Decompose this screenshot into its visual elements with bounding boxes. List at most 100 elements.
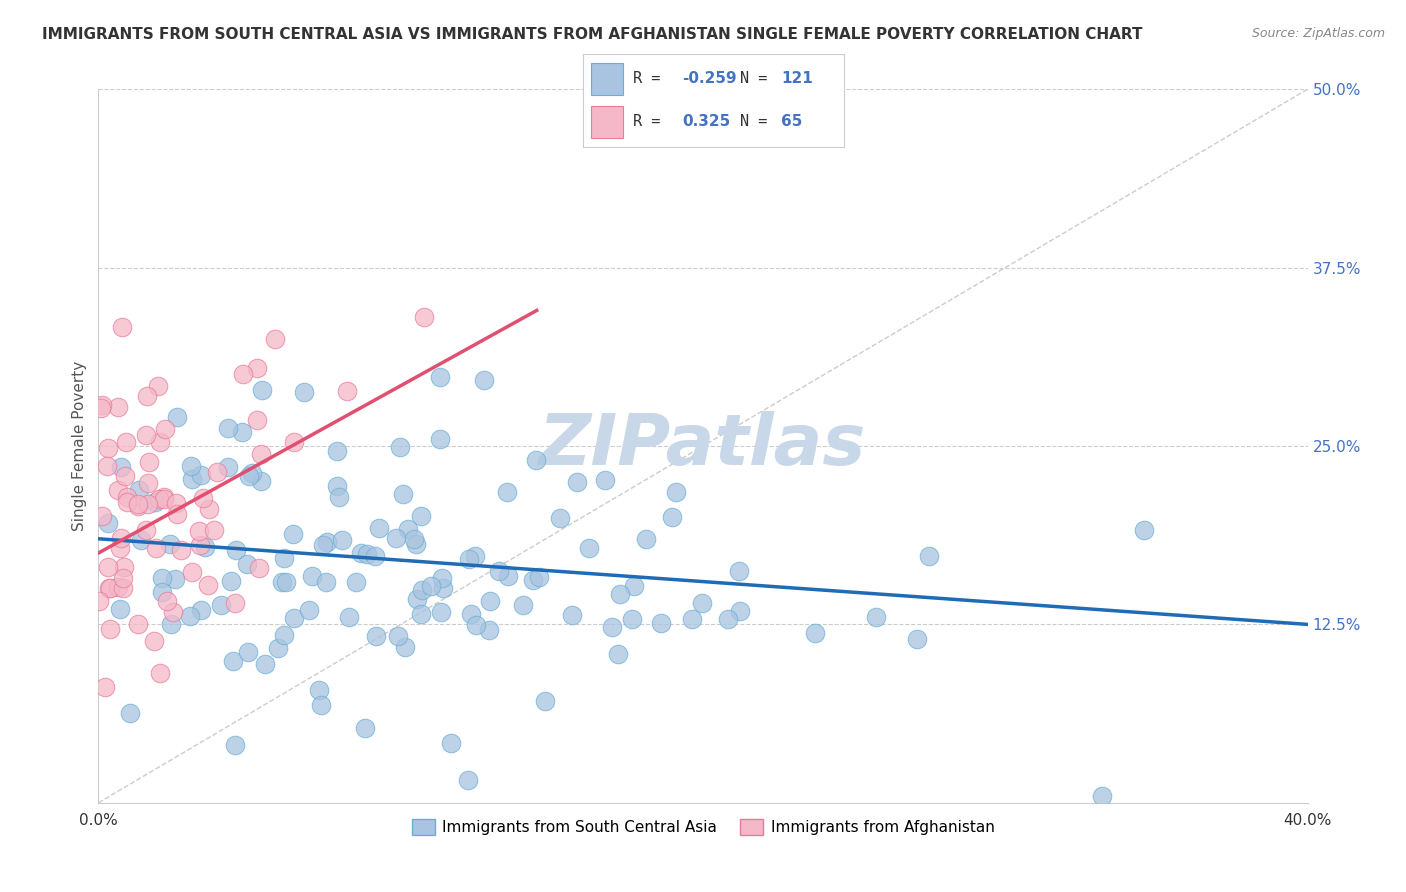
Point	[429, 605, 451, 619]
Point	[512, 598, 534, 612]
Point	[336, 384, 359, 398]
Point	[350, 546, 373, 560]
FancyBboxPatch shape	[592, 63, 623, 95]
Point	[120, 706, 142, 720]
Point	[623, 579, 645, 593]
Point	[107, 483, 129, 497]
Point	[690, 596, 713, 610]
Point	[87, 594, 110, 608]
Point	[96, 458, 118, 473]
Point	[405, 537, 427, 551]
Point	[238, 645, 260, 659]
Point	[271, 575, 294, 590]
Point	[238, 468, 260, 483]
Point	[308, 683, 330, 698]
Point	[127, 499, 149, 513]
Point	[112, 560, 135, 574]
Point	[211, 599, 233, 613]
Point	[111, 319, 134, 334]
Point	[181, 566, 204, 580]
Text: R =: R =	[633, 71, 669, 87]
Point	[413, 310, 436, 324]
Point	[114, 435, 136, 450]
Text: R =: R =	[633, 114, 679, 129]
Point	[464, 549, 486, 564]
Point	[593, 473, 616, 487]
Point	[136, 497, 159, 511]
Point	[97, 441, 120, 455]
Point	[250, 475, 273, 489]
Point	[472, 373, 495, 387]
Text: N =: N =	[740, 114, 776, 129]
Point	[388, 440, 411, 454]
Point	[464, 618, 486, 632]
Point	[578, 541, 600, 555]
Point	[217, 460, 239, 475]
Point	[152, 491, 174, 506]
Point	[1091, 789, 1114, 803]
Point	[231, 425, 253, 439]
Y-axis label: Single Female Poverty: Single Female Poverty	[72, 361, 87, 531]
Point	[190, 602, 212, 616]
Point	[312, 538, 335, 552]
Point	[107, 400, 129, 414]
Point	[159, 537, 181, 551]
Point	[267, 640, 290, 655]
Point	[253, 657, 276, 671]
Text: 0.325: 0.325	[682, 114, 731, 129]
Point	[127, 497, 149, 511]
Point	[429, 432, 451, 446]
FancyBboxPatch shape	[592, 106, 623, 138]
Point	[202, 524, 225, 538]
Point	[97, 516, 120, 530]
Point	[149, 434, 172, 449]
Point	[419, 579, 441, 593]
Point	[163, 572, 186, 586]
Point	[198, 502, 221, 516]
Point	[634, 533, 657, 547]
Point	[252, 383, 274, 397]
Point	[222, 654, 245, 668]
Point	[387, 629, 409, 643]
Point	[149, 665, 172, 680]
Point	[90, 401, 112, 415]
Point	[918, 549, 941, 563]
Point	[219, 574, 242, 588]
Point	[315, 575, 337, 590]
Point	[110, 460, 132, 475]
Text: 65: 65	[782, 114, 803, 129]
Point	[225, 542, 247, 557]
Point	[94, 680, 117, 694]
Point	[166, 410, 188, 425]
Point	[98, 623, 121, 637]
Point	[153, 422, 176, 436]
Point	[145, 541, 167, 555]
Point	[429, 369, 451, 384]
Point	[138, 475, 160, 490]
Point	[665, 484, 688, 499]
Text: 121: 121	[782, 71, 813, 87]
Point	[432, 581, 454, 595]
Point	[309, 698, 332, 712]
Point	[159, 617, 181, 632]
Point	[138, 455, 160, 469]
Point	[728, 604, 751, 618]
Point	[197, 578, 219, 592]
Point	[232, 367, 254, 381]
Point	[316, 534, 339, 549]
Point	[97, 560, 120, 574]
Point	[111, 581, 134, 595]
Point	[392, 486, 415, 500]
Point	[344, 575, 367, 590]
Text: -0.259: -0.259	[682, 71, 737, 87]
Point	[661, 509, 683, 524]
Point	[250, 447, 273, 461]
Point	[205, 465, 228, 479]
Point	[364, 629, 387, 643]
Point	[97, 581, 120, 595]
Point	[240, 466, 263, 480]
Point	[155, 593, 177, 607]
Point	[457, 773, 479, 788]
Point	[153, 491, 176, 505]
Point	[129, 533, 152, 547]
